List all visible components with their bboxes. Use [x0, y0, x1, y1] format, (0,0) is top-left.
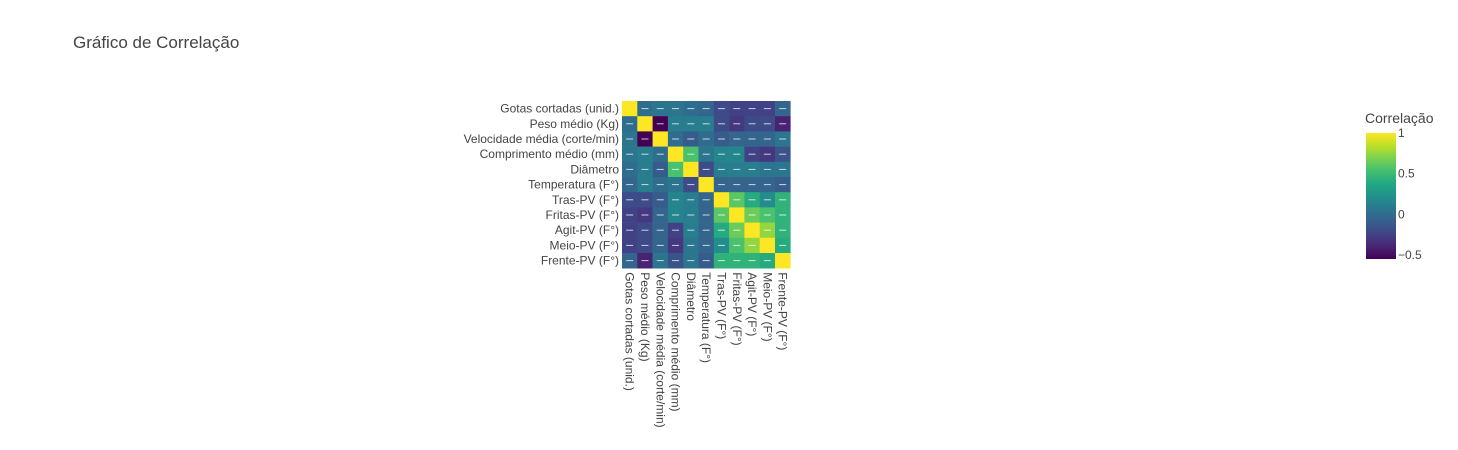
y-tick-label: Tras-PV (F°): [552, 193, 619, 207]
x-tick-label: Peso médio (Kg): [638, 272, 652, 361]
colorbar-tick-label: 1: [1398, 126, 1405, 140]
y-tick-label: Comprimento médio (mm): [480, 147, 619, 161]
heatmap-cell: [622, 101, 638, 117]
colorbar-tick-label: −0.5: [1398, 248, 1422, 262]
heatmap-cell: [775, 253, 791, 269]
y-tick-label: Fritas-PV (F°): [546, 208, 619, 222]
colorbar-tick-label: 0.5: [1398, 167, 1415, 181]
x-tick-label: Agit-PV (F°): [745, 272, 759, 336]
x-tick-label: Tras-PV (F°): [714, 272, 728, 339]
heatmap-cell: [744, 222, 760, 239]
heatmap-cell: [652, 131, 669, 147]
heatmap-cell: [713, 192, 730, 208]
x-tick-label: Fritas-PV (F°): [730, 272, 744, 345]
x-tick-label: Comprimento médio (mm): [669, 272, 683, 411]
x-tick-label: Meio-PV (F°): [760, 272, 774, 341]
y-tick-label: Temperatura (F°): [528, 178, 619, 192]
chart-title: Gráfico de Correlação: [73, 33, 240, 52]
colorbar-gradient: [1366, 133, 1396, 259]
heatmap-cell: [698, 177, 715, 193]
x-axis-tick-labels: Gotas cortadas (unid.) Peso médio (Kg) Vel…: [623, 272, 790, 427]
y-tick-label: Gotas cortadas (unid.): [500, 102, 619, 116]
colorbar: Correlação 1 0.5 0 −0.5: [1365, 110, 1434, 262]
colorbar-tick-label: 0: [1398, 207, 1405, 221]
y-tick-label: Diâmetro: [570, 162, 619, 176]
heatmap-cell: [759, 237, 776, 254]
y-tick-label: Velocidade média (corte/min): [464, 132, 619, 146]
y-axis-tick-labels: Gotas cortadas (unid.)Peso médio (Kg)Vel…: [464, 102, 620, 268]
y-tick-label: Meio-PV (F°): [550, 238, 619, 252]
x-tick-label: Velocidade média (corte/min): [653, 272, 667, 427]
x-tick-label: Frente-PV (F°): [776, 272, 790, 350]
y-tick-label: Frente-PV (F°): [541, 254, 619, 268]
heatmap-cell: [729, 207, 745, 223]
heatmap-cell: [683, 161, 699, 178]
colorbar-tick-labels: 1 0.5 0 −0.5: [1398, 126, 1422, 262]
y-tick-label: Agit-PV (F°): [555, 223, 619, 237]
x-tick-label: Temperatura (F°): [699, 272, 713, 363]
heatmap-cell: [637, 116, 653, 132]
y-tick-label: Peso médio (Kg): [530, 117, 619, 131]
x-tick-label: Diâmetro: [684, 272, 698, 321]
heatmap-cells: [622, 101, 791, 269]
colorbar-title: Correlação: [1365, 110, 1434, 126]
heatmap-cell: [667, 146, 684, 163]
x-tick-label: Gotas cortadas (unid.): [623, 272, 637, 391]
